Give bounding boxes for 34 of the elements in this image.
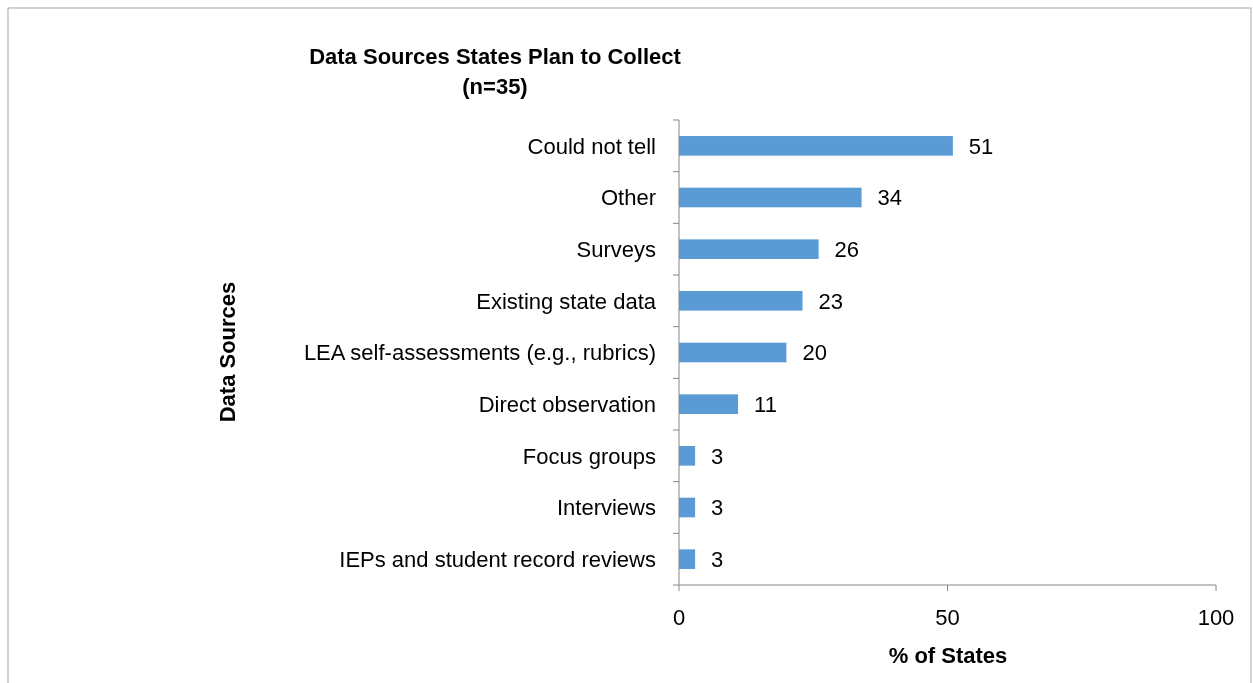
bar — [679, 291, 803, 311]
x-tick-label: 50 — [935, 605, 960, 630]
data-label: 20 — [802, 340, 827, 366]
bar — [679, 446, 696, 466]
y-tick-label: Surveys — [576, 236, 656, 262]
data-label: 3 — [711, 495, 724, 521]
bar — [679, 497, 696, 518]
bar — [679, 549, 696, 569]
y-tick-label: IEPs and student record reviews — [339, 546, 656, 572]
y-tick-label: Direct observation — [478, 391, 656, 417]
bar — [679, 136, 953, 156]
y-tick-label: Could not tell — [527, 133, 656, 159]
x-tick-label: 100 — [1197, 605, 1235, 630]
y-tick-label: Interviews — [556, 495, 656, 521]
data-label: 51 — [968, 133, 994, 159]
y-tick-label: Focus groups — [522, 443, 656, 469]
data-label: 34 — [877, 185, 903, 211]
y-tick-label: Existing state data — [476, 288, 657, 314]
bar — [679, 342, 787, 363]
text: Data Sources States Plan to Collect — [309, 44, 682, 69]
data-label: 3 — [711, 443, 724, 469]
bar — [679, 394, 739, 414]
data-label: 11 — [754, 391, 777, 417]
text: (n=35) — [462, 74, 528, 99]
bar — [679, 239, 819, 259]
data-label: 3 — [711, 546, 724, 572]
x-tick-label: 0 — [672, 605, 686, 630]
y-tick-label: Other — [600, 185, 656, 211]
y-axis-title: Data Sources — [215, 281, 240, 423]
y-tick-label: LEA self-assessments (e.g., rubrics) — [303, 340, 656, 366]
data-label: 23 — [818, 288, 843, 314]
bar — [679, 187, 862, 208]
data-label: 26 — [834, 236, 860, 262]
x-axis-title: % of States — [888, 643, 1008, 668]
